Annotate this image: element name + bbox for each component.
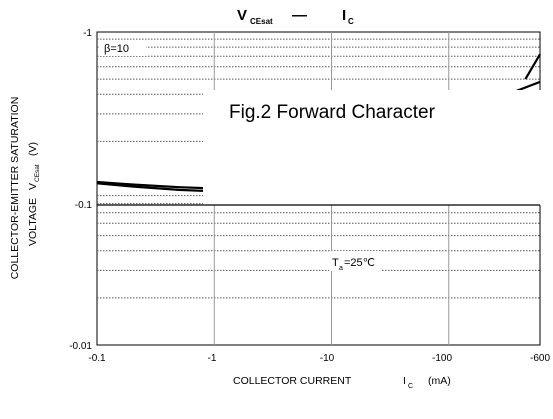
ta-label-bg [329,251,381,271]
header-v-subscript: CEsat [250,17,273,26]
y-tick-label: -1 [83,28,92,39]
caption-box [203,90,553,205]
y-axis-label-symbol: V [27,183,39,190]
ta-annotation-value: =25℃ [344,257,375,269]
x-tick-label: -1 [208,353,217,364]
x-tick-label: -0.1 [88,353,106,364]
y-axis-label-subscript: CEsat [34,164,41,182]
y-axis-label-voltage: VOLTAGE [27,198,39,246]
ta-annotation-symbol: T [332,257,339,269]
x-axis-label-unit: (mA) [428,375,451,387]
x-tick-label: -10 [320,353,335,364]
y-tick-label: -0.01 [69,341,92,352]
y-tick-label: -0.1 [75,200,93,211]
beta-annotation: β=10 [104,43,129,55]
y-axis-label-line1: COLLECTOR-EMITTER SATURATION [9,97,21,280]
x-tick-label: -100 [432,353,452,364]
header-dash: — [292,7,307,24]
header-v-symbol: V [237,7,247,24]
ta-annotation-subscript: a [339,265,343,272]
x-tick-label: -600 [530,353,550,364]
x-axis-label: COLLECTOR CURRENT [233,375,352,387]
y-axis-label-unit: (V) [27,142,39,156]
y-axis-label-line2: VOLTAGE V CEsat (V) [27,142,41,246]
figure-caption: Fig.2 Forward Character [229,102,436,123]
x-axis-label-symbol: I [403,375,406,387]
header-i-subscript: C [348,17,354,26]
x-axis-label-subscript: C [408,383,413,390]
header-i-symbol: I [342,7,346,24]
series-line-upper [524,53,541,80]
beta-label-bg [100,40,146,56]
y-axis-label: COLLECTOR-EMITTER SATURATION [9,97,21,280]
